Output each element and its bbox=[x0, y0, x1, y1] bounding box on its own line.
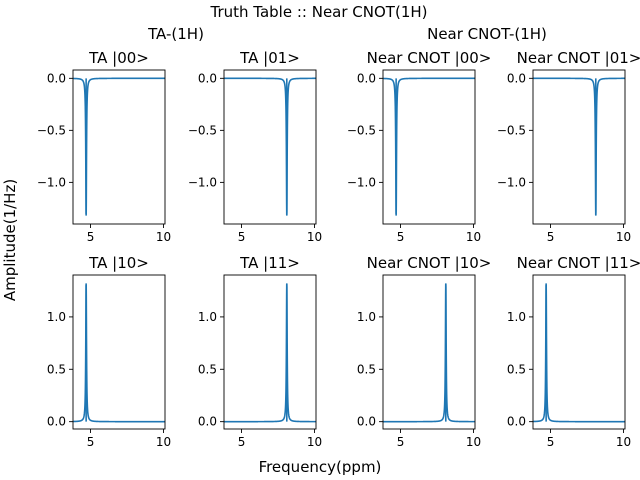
x-tick-label: 5 bbox=[397, 230, 405, 244]
x-tick-label: 10 bbox=[156, 435, 171, 449]
subplot-title: Near CNOT |01> bbox=[517, 49, 640, 67]
subplot-5: TA |11> 5 10 0.0 0.5 1.0 bbox=[198, 254, 322, 449]
subplot-title: TA |11> bbox=[239, 254, 300, 272]
spectrum-line bbox=[533, 77, 625, 216]
x-tick-label: 5 bbox=[87, 230, 95, 244]
spectrum-line bbox=[533, 284, 625, 423]
x-tick-label: 10 bbox=[307, 230, 322, 244]
spectrum-line bbox=[383, 283, 475, 423]
subplot-frame bbox=[382, 274, 476, 430]
x-tick-label: 10 bbox=[616, 230, 631, 244]
x-tick-label: 5 bbox=[87, 435, 95, 449]
group-title-near-cnot: Near CNOT-(1H) bbox=[427, 25, 547, 43]
x-tick-label: 5 bbox=[547, 230, 555, 244]
spectrum-line bbox=[224, 77, 316, 216]
subplot-4: TA |10> 5 10 0.0 0.5 1.0 bbox=[47, 254, 171, 449]
y-tick-label: 0.0 bbox=[47, 71, 66, 85]
y-tick-label: 0.0 bbox=[357, 415, 376, 429]
subplot-title: TA |10> bbox=[88, 254, 149, 272]
group-title-ta: TA-(1H) bbox=[147, 25, 204, 43]
subplot-1: TA |01> 5 10 0.0 −0.5 −1.0 bbox=[188, 49, 322, 244]
y-tick-label: 0.5 bbox=[198, 362, 217, 376]
y-tick-label: 0.0 bbox=[507, 415, 526, 429]
y-tick-label: 0.0 bbox=[198, 415, 217, 429]
subplot-grid: TA |00> 5 10 0.0 −0.5 −1.0 TA |01> 5 10 0.0 −0.5 −1… bbox=[37, 49, 640, 449]
x-tick-label: 10 bbox=[466, 230, 481, 244]
y-tick-label: 0.0 bbox=[198, 71, 217, 85]
y-tick-label: 1.0 bbox=[507, 310, 526, 324]
subplot-3: Near CNOT |01> 5 10 0.0 −0.5 −1.0 bbox=[497, 49, 640, 244]
y-tick-label: 0.5 bbox=[507, 362, 526, 376]
x-tick-label: 10 bbox=[616, 435, 631, 449]
subplot-7: Near CNOT |11> 5 10 0.0 0.5 1.0 bbox=[507, 254, 640, 449]
y-tick-label: −1.0 bbox=[497, 175, 526, 189]
subplot-frame bbox=[223, 69, 317, 225]
x-tick-label: 10 bbox=[156, 230, 171, 244]
subplot-title: Near CNOT |11> bbox=[517, 254, 640, 272]
subplot-title: Near CNOT |00> bbox=[367, 49, 492, 67]
y-tick-label: 0.0 bbox=[47, 415, 66, 429]
subplot-0: TA |00> 5 10 0.0 −0.5 −1.0 bbox=[37, 49, 171, 244]
spectrum-line bbox=[73, 77, 165, 215]
spectrum-line bbox=[73, 284, 165, 423]
y-tick-label: −0.5 bbox=[347, 123, 376, 137]
spectrum-line bbox=[224, 283, 316, 423]
y-tick-label: 0.5 bbox=[357, 362, 376, 376]
subplot-frame bbox=[382, 69, 476, 225]
x-tick-label: 10 bbox=[466, 435, 481, 449]
subplot-title: Near CNOT |10> bbox=[367, 254, 492, 272]
x-tick-label: 5 bbox=[397, 435, 405, 449]
figure-title: Truth Table :: Near CNOT(1H) bbox=[210, 3, 428, 21]
subplot-title: TA |01> bbox=[239, 49, 300, 67]
x-tick-label: 5 bbox=[238, 230, 246, 244]
spectrum-line bbox=[383, 77, 475, 215]
y-tick-label: 1.0 bbox=[198, 310, 217, 324]
y-tick-label: 0.0 bbox=[357, 71, 376, 85]
subplot-frame bbox=[223, 274, 317, 430]
y-tick-label: 0.5 bbox=[47, 362, 66, 376]
subplot-frame bbox=[532, 274, 626, 430]
x-tick-label: 5 bbox=[547, 435, 555, 449]
x-tick-label: 10 bbox=[307, 435, 322, 449]
y-tick-label: −1.0 bbox=[188, 175, 217, 189]
subplot-frame bbox=[532, 69, 626, 225]
y-tick-label: −0.5 bbox=[188, 123, 217, 137]
subplot-2: Near CNOT |00> 5 10 0.0 −0.5 −1.0 bbox=[347, 49, 492, 244]
y-axis-label: Amplitude(1/Hz) bbox=[1, 179, 19, 301]
subplot-frame bbox=[72, 274, 166, 430]
y-tick-label: −1.0 bbox=[37, 175, 66, 189]
y-tick-label: 1.0 bbox=[47, 310, 66, 324]
subplot-frame bbox=[72, 69, 166, 225]
subplot-title: TA |00> bbox=[88, 49, 149, 67]
x-tick-label: 5 bbox=[238, 435, 246, 449]
y-tick-label: 0.0 bbox=[507, 71, 526, 85]
y-tick-label: −1.0 bbox=[347, 175, 376, 189]
subplot-6: Near CNOT |10> 5 10 0.0 0.5 1.0 bbox=[357, 254, 491, 449]
y-tick-label: 1.0 bbox=[357, 310, 376, 324]
x-axis-label: Frequency(ppm) bbox=[259, 458, 382, 476]
y-tick-label: −0.5 bbox=[497, 123, 526, 137]
y-tick-label: −0.5 bbox=[37, 123, 66, 137]
